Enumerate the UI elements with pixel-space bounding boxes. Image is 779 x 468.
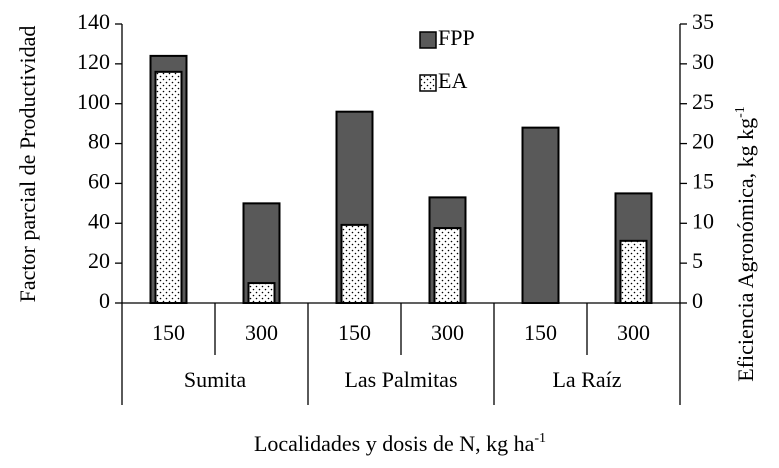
y2-axis-label-text: Eficiencia Agronómica, kg kg bbox=[733, 118, 758, 382]
group-label: La Raíz bbox=[552, 367, 621, 392]
legend-label: FPP bbox=[438, 25, 475, 50]
y-tick-label: 80 bbox=[88, 129, 110, 154]
x-tick-label: 300 bbox=[431, 320, 464, 345]
y2-tick-label: 0 bbox=[692, 288, 703, 313]
y-tick-label: 0 bbox=[99, 288, 110, 313]
y2-axis-label-sup: -1 bbox=[733, 106, 748, 118]
x-tick-label: 150 bbox=[524, 320, 557, 345]
y2-tick-label: 30 bbox=[692, 49, 714, 74]
y2-tick-label: 25 bbox=[692, 89, 714, 114]
bar bbox=[521, 126, 560, 304]
y-tick-label: 100 bbox=[77, 89, 110, 114]
legend-label: EA bbox=[438, 68, 467, 93]
x-axis-label-text: Localidades y dosis de N, kg ha bbox=[254, 431, 535, 456]
bar bbox=[247, 282, 276, 305]
x-tick-label: 300 bbox=[617, 320, 650, 345]
group-label: Las Palmitas bbox=[344, 367, 457, 392]
x-tick-label: 300 bbox=[245, 320, 278, 345]
legend-swatch bbox=[419, 31, 437, 49]
x-tick-label: 150 bbox=[338, 320, 371, 345]
y-tick-label: 60 bbox=[88, 168, 110, 193]
bar bbox=[154, 70, 183, 305]
bar bbox=[340, 223, 369, 305]
y2-tick-label: 35 bbox=[692, 9, 714, 34]
legend-swatch bbox=[419, 74, 437, 92]
y2-tick-label: 5 bbox=[692, 248, 703, 273]
bar bbox=[619, 239, 648, 305]
y-tick-label: 120 bbox=[77, 49, 110, 74]
y-tick-label: 40 bbox=[88, 208, 110, 233]
y-axis-label: Factor parcial de Productividad bbox=[15, 26, 40, 303]
x-axis-label-sup: -1 bbox=[534, 431, 546, 446]
group-label: Sumita bbox=[184, 367, 247, 392]
y2-tick-label: 15 bbox=[692, 168, 714, 193]
y2-tick-label: 10 bbox=[692, 208, 714, 233]
x-tick-label: 150 bbox=[152, 320, 185, 345]
y-tick-label: 140 bbox=[77, 9, 110, 34]
x-axis-label: Localidades y dosis de N, kg ha-1 bbox=[254, 431, 546, 456]
bar bbox=[433, 227, 462, 304]
y2-axis-label: Eficiencia Agronómica, kg kg-1 bbox=[733, 106, 758, 382]
y2-tick-label: 20 bbox=[692, 129, 714, 154]
y-tick-label: 20 bbox=[88, 248, 110, 273]
